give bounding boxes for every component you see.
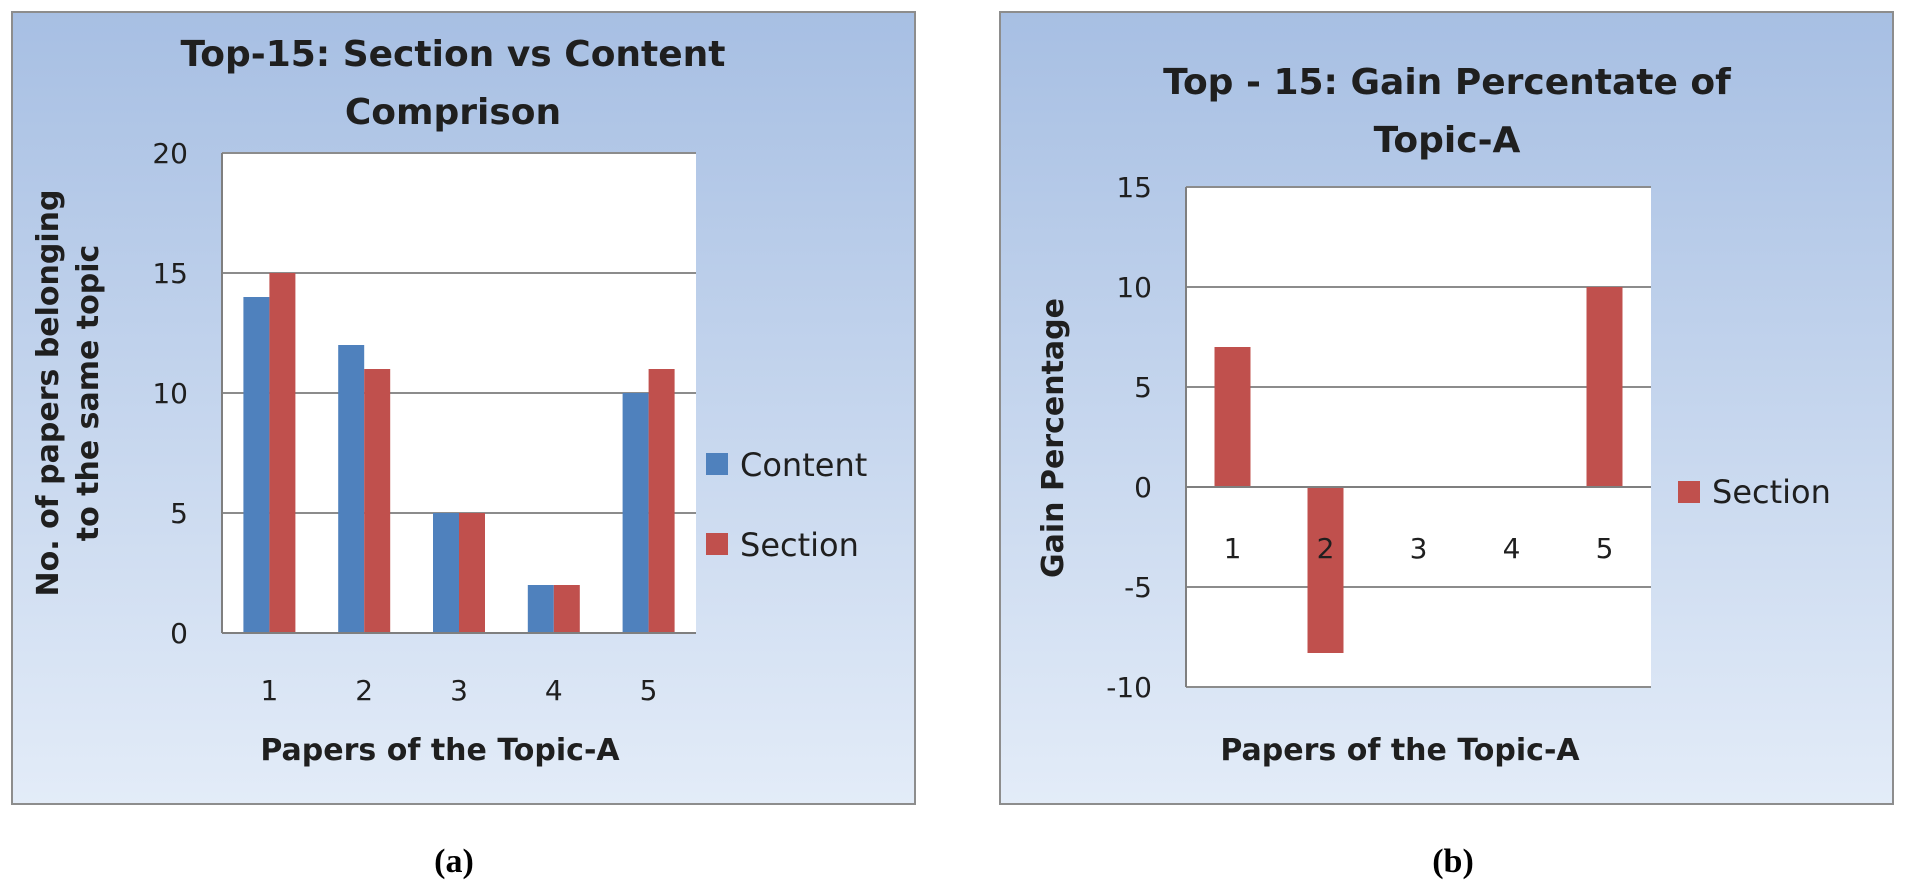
chart-a-x-axis-label: Papers of the Topic-A xyxy=(260,733,620,768)
chart-b-bar-section-2 xyxy=(1307,487,1344,653)
chart-a-x-tick-label: 4 xyxy=(545,674,563,707)
chart-a-x-tick-label: 2 xyxy=(355,674,373,707)
chart-b-ylabel: Gain Percentage xyxy=(1036,298,1071,578)
chart-a-y-tick-label: 15 xyxy=(152,257,188,290)
chart-a-bar-section-4 xyxy=(553,585,580,633)
chart-a-x-tick-label: 1 xyxy=(260,674,278,707)
chart-a-y-tick-label: 10 xyxy=(152,377,188,410)
chart-a-ylabel-line-1: No. of papers belonging xyxy=(31,190,66,597)
chart-a-bar-content-3 xyxy=(433,513,459,633)
chart-a-y-axis-label: No. of papers belonging to the same topi… xyxy=(31,190,106,597)
chart-a-title-line-1: Top-15: Section vs Content xyxy=(180,34,725,75)
chart-a-y-tick-label: 5 xyxy=(170,497,188,530)
chart-b-x-tick-label: 4 xyxy=(1503,532,1521,565)
chart-b: Top - 15: Gain Percentate of Topic-A -10… xyxy=(999,11,1894,880)
chart-a-x-tick-label: 3 xyxy=(450,674,468,707)
chart-a-x-ticks: 1 2 3 4 5 xyxy=(260,674,657,707)
chart-a-bars xyxy=(243,273,675,633)
chart-a-legend-swatch-content xyxy=(706,453,728,475)
chart-a-bar-section-2 xyxy=(364,369,391,633)
chart-b-y-tick-label: 10 xyxy=(1116,271,1152,304)
chart-b-y-tick-label: -10 xyxy=(1106,671,1152,704)
chart-a-bar-section-5 xyxy=(648,369,675,633)
chart-b-x-tick-label: 5 xyxy=(1596,532,1614,565)
chart-a-x-tick-label: 5 xyxy=(640,674,658,707)
chart-a-y-tick-label: 0 xyxy=(170,617,188,650)
chart-b-x-axis-label: Papers of the Topic-A xyxy=(1220,733,1580,768)
chart-a-bar-content-4 xyxy=(527,585,554,633)
chart-b-title-line-2: Topic-A xyxy=(1374,120,1521,161)
chart-b-y-tick-label: -5 xyxy=(1124,571,1152,604)
chart-a-bar-content-5 xyxy=(622,393,649,633)
chart-b-y-tick-label: 0 xyxy=(1134,471,1152,504)
chart-b-caption: (b) xyxy=(1432,843,1474,880)
chart-b-bar-section-5 xyxy=(1586,287,1623,487)
chart-a-legend: Content Section xyxy=(706,446,867,564)
chart-a-bar-content-1 xyxy=(243,297,270,633)
chart-b-x-tick-label: 3 xyxy=(1410,532,1428,565)
chart-a-title-line-2: Comprison xyxy=(345,92,561,133)
chart-b-y-axis-label: Gain Percentage xyxy=(1036,298,1071,578)
chart-b-legend-section: Section xyxy=(1712,473,1831,511)
chart-b-x-tick-label: 2 xyxy=(1317,532,1335,565)
chart-a-bar-section-1 xyxy=(269,273,296,633)
chart-b-x-tick-label: 1 xyxy=(1224,532,1242,565)
chart-a-legend-content: Content xyxy=(740,446,867,484)
chart-a-ylabel-line-2: to the same topic xyxy=(71,245,106,542)
chart-a-y-tick-label: 20 xyxy=(152,137,188,170)
chart-a-legend-section: Section xyxy=(740,526,859,564)
chart-a-bar-content-2 xyxy=(338,345,365,633)
chart-a-y-ticks: 0 5 10 15 20 xyxy=(152,137,188,650)
chart-b-legend: Section xyxy=(1678,473,1831,511)
chart-b-y-ticks: -10 -5 0 5 10 15 xyxy=(1106,171,1152,704)
chart-b-bar-section-1 xyxy=(1214,347,1251,487)
chart-a: Top-15: Section vs Content Comprison 051… xyxy=(11,11,916,880)
chart-b-legend-swatch-section xyxy=(1678,481,1700,503)
chart-b-bars xyxy=(1214,287,1623,653)
chart-a-bar-section-3 xyxy=(459,513,485,633)
chart-b-x-ticks: 1 2 3 4 5 xyxy=(1224,532,1614,565)
chart-a-legend-swatch-section xyxy=(706,533,728,555)
chart-b-plot-area xyxy=(1186,187,1651,687)
chart-b-title-line-1: Top - 15: Gain Percentate of xyxy=(1163,62,1731,103)
chart-a-caption: (a) xyxy=(434,843,474,880)
chart-b-y-tick-label: 15 xyxy=(1116,171,1152,204)
chart-b-y-tick-label: 5 xyxy=(1134,371,1152,404)
